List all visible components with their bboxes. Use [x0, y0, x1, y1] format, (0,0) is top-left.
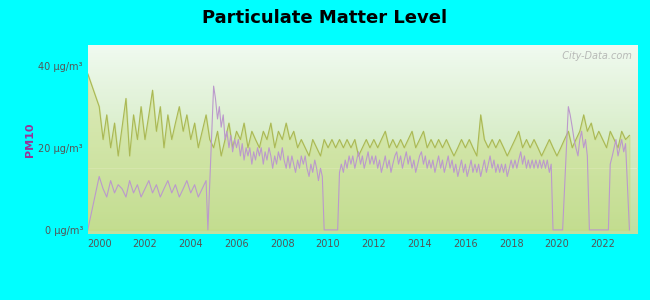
Text: Particulate Matter Level: Particulate Matter Level: [202, 9, 448, 27]
Y-axis label: PM10: PM10: [25, 122, 36, 157]
Text: City-Data.com: City-Data.com: [556, 51, 632, 61]
